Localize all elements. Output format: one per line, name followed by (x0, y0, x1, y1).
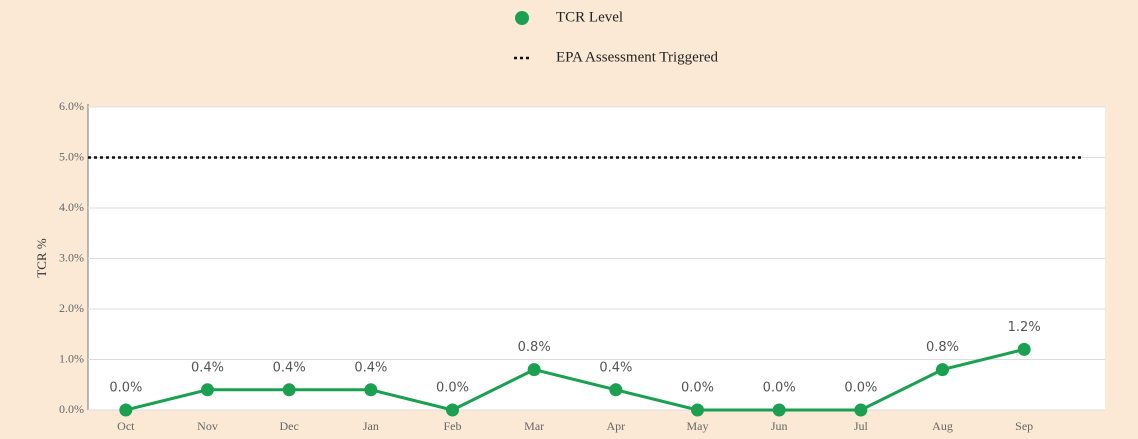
x-tick-label: Oct (117, 419, 135, 433)
value-label: 0.8% (518, 340, 551, 355)
point (854, 403, 868, 417)
x-tick-label: May (687, 419, 709, 433)
x-tick-label: Jul (854, 419, 869, 433)
point (609, 383, 623, 397)
x-tick-label: Nov (197, 419, 218, 433)
point (527, 363, 541, 377)
point (772, 403, 786, 417)
x-tick-label: Feb (444, 419, 462, 433)
point (446, 403, 459, 417)
x-tick-label: Aug (932, 419, 953, 433)
line (125, 347, 1025, 412)
x-tick-label: Apr (606, 419, 625, 433)
point (691, 403, 704, 417)
value-label: 0.4% (191, 360, 224, 375)
value-label: 0.0% (681, 381, 714, 396)
x-tick-label: Mar (524, 419, 544, 433)
value-label: 0.8% (926, 340, 959, 355)
value-label: 0.4% (273, 360, 306, 375)
value-label: 1.2% (1008, 320, 1041, 335)
value-label: 0.0% (844, 381, 877, 396)
x-tick-label: Jun (771, 419, 788, 433)
point (1017, 342, 1031, 356)
legend-marker (515, 11, 529, 25)
point (201, 383, 214, 397)
y-tick-label: 4.0% (59, 200, 84, 214)
value-label: 0.0% (109, 381, 142, 396)
point (119, 403, 133, 417)
value-label: 0.0% (436, 381, 469, 396)
x-tick-label: Dec (280, 419, 299, 433)
y-tick-label: 5.0% (59, 149, 84, 163)
value-label: 0.4% (599, 360, 632, 375)
point (282, 383, 296, 397)
y-tick-label: 0.0% (59, 402, 84, 416)
legend-label: TCR Level (556, 9, 623, 25)
y-axis-label: TCR % (34, 238, 49, 278)
point (936, 363, 949, 377)
point (364, 383, 378, 397)
legend-label: EPA Assessment Triggered (556, 49, 718, 65)
y-tick-label: 3.0% (59, 250, 84, 264)
value-label: 0.4% (354, 360, 387, 375)
value-label: 0.0% (763, 381, 796, 396)
y-tick-label: 1.0% (59, 351, 84, 365)
x-tick-label: Jan (363, 419, 379, 433)
y-tick-label: 2.0% (59, 301, 84, 315)
x-tick-label: Sep (1015, 419, 1033, 433)
y-tick-label: 6.0% (59, 99, 84, 113)
